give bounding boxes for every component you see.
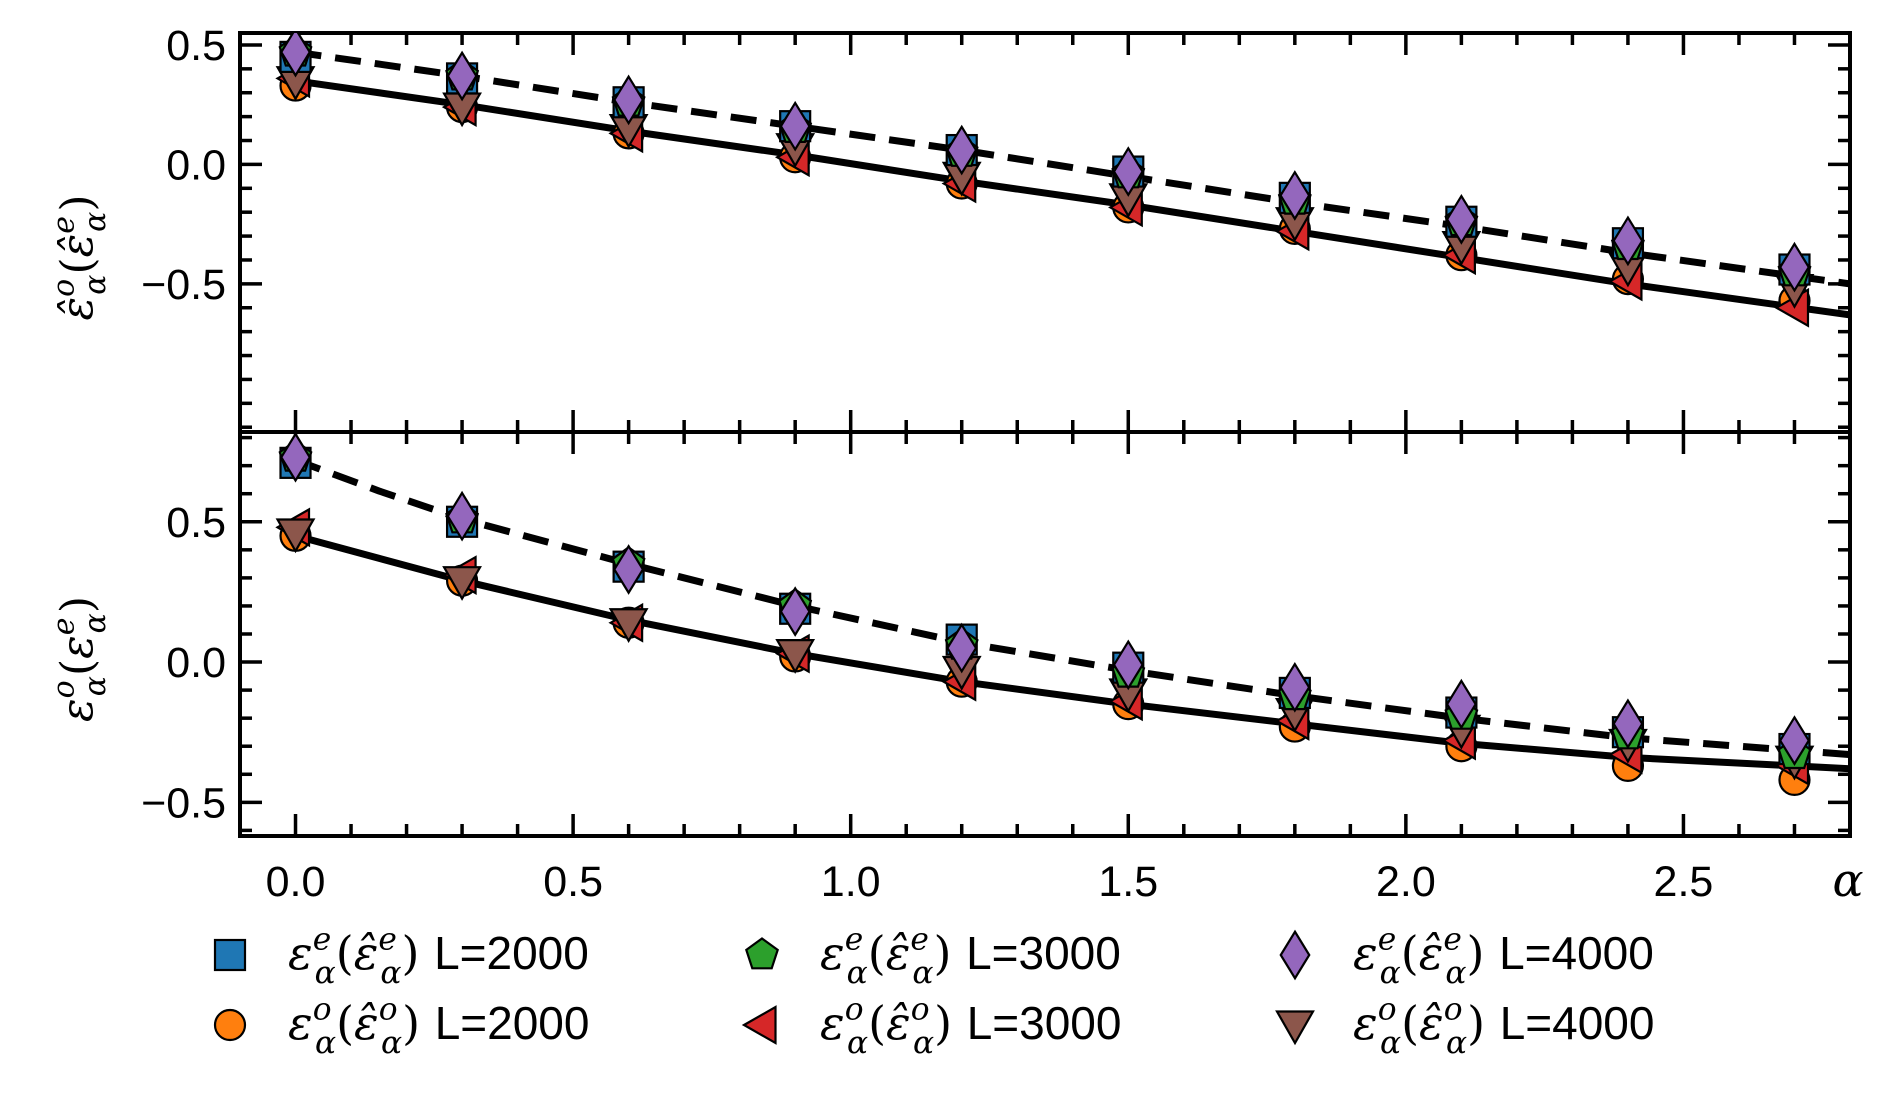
bottom-point-diamond: [1279, 661, 1311, 713]
bottom-point-diamond: [779, 586, 811, 637]
bottom-frame: [238, 430, 1852, 838]
legend: εe α(ε̂e α) L=2000 εe α(ε̂e α) L=3000 εe α(ε̂e α…: [213, 922, 1654, 1061]
legend-item[interactable]: εo α(ε̂o α) L=4000: [1275, 992, 1654, 1061]
legend-item[interactable]: εo α(ε̂o α) L=2000: [213, 992, 589, 1061]
bottom-point-diamond: [1445, 678, 1477, 730]
legend-label: εo α(ε̂o α) L=2000: [288, 992, 589, 1061]
bottom-point-diamond: [1612, 698, 1644, 750]
top-point-diamond: [779, 100, 811, 152]
bottom-point-triangle-down: [608, 608, 649, 643]
top-plot-area: [275, 33, 1850, 328]
legend-marker-square: [213, 938, 247, 972]
x-tick-label: 2.5: [1654, 858, 1714, 906]
legend-marker-circle: [213, 1008, 247, 1042]
top-dashed-fit-curve: [295, 48, 1850, 288]
legend-marker-pentagon: [745, 937, 779, 970]
top-point-diamond: [1445, 194, 1477, 245]
legend-marker-triangle-down: [1275, 1010, 1315, 1046]
legend-label: εo α(ε̂o α) L=4000: [1353, 992, 1654, 1061]
bottom-point-diamond: [613, 544, 645, 595]
top-y-tick-label: 0.5: [166, 22, 226, 70]
bottom-y-axis-label: εoα(εeα): [47, 596, 114, 722]
top-point-diamond: [1112, 146, 1144, 197]
top-point-diamond: [1279, 170, 1311, 221]
x-axis: 0.0 0.5 1.0 1.5 2.0 2.5 α: [266, 853, 1864, 907]
top-point-diamond: [613, 74, 645, 126]
bottom-point-triangle-down: [275, 518, 316, 554]
bottom-point-triangle-down: [775, 639, 816, 674]
top-solid-fit-curve: [295, 77, 1850, 319]
x-axis-label: α: [1832, 853, 1863, 907]
top-point-diamond: [446, 50, 478, 102]
legend-label: εe α(ε̂e α) L=3000: [820, 922, 1121, 991]
bottom-panel: 0.5 0.0 −0.5 εoα(εeα): [47, 430, 1852, 838]
top-y-tick-label: 0.0: [166, 141, 226, 189]
legend-item[interactable]: εe α(ε̂e α) L=4000: [1279, 922, 1654, 991]
bottom-point-triangle-down: [442, 566, 482, 601]
top-y-tick-label: −0.5: [141, 261, 226, 309]
legend-label: εe α(ε̂e α) L=2000: [288, 922, 589, 991]
top-point-diamond: [946, 124, 978, 176]
legend-item[interactable]: εe α(ε̂e α) L=3000: [745, 922, 1121, 991]
top-point-diamond: [279, 33, 312, 78]
bottom-dashed-fit-curve: [294, 456, 1850, 759]
bottom-y-tick-label: 0.5: [166, 499, 226, 547]
legend-item[interactable]: εe α(ε̂e α) L=2000: [213, 922, 589, 991]
legend-label: εe α(ε̂e α) L=4000: [1353, 922, 1654, 991]
bottom-y-tick-label: −0.5: [141, 779, 226, 827]
x-tick-label: 0.5: [543, 858, 603, 906]
bottom-plot-area: [275, 432, 1850, 796]
top-point-diamond: [1612, 215, 1644, 267]
x-tick-label: 0.0: [266, 858, 326, 906]
legend-item[interactable]: εo α(ε̂o α) L=3000: [741, 992, 1121, 1061]
x-tick-label: 1.0: [821, 858, 881, 906]
top-panel: 0.5 0.0 −0.5 ε̂oα(ε̂eα): [47, 22, 1852, 434]
legend-marker-diamond: [1279, 929, 1311, 981]
bottom-point-diamond: [279, 432, 312, 483]
top-y-axis-label: ε̂oα(ε̂eα): [47, 194, 114, 320]
bottom-point-diamond: [946, 622, 978, 674]
x-tick-label: 2.0: [1376, 858, 1436, 906]
bottom-point-diamond: [446, 490, 478, 542]
bottom-y-tick-label: 0.0: [166, 639, 226, 687]
legend-marker-triangle-left: [741, 1005, 777, 1045]
top-point-diamond: [1778, 241, 1811, 293]
bottom-point-diamond: [1112, 639, 1144, 691]
x-tick-label: 1.5: [1098, 858, 1158, 906]
legend-label: εo α(ε̂o α) L=3000: [820, 992, 1121, 1061]
bottom-point-diamond: [1778, 715, 1811, 766]
